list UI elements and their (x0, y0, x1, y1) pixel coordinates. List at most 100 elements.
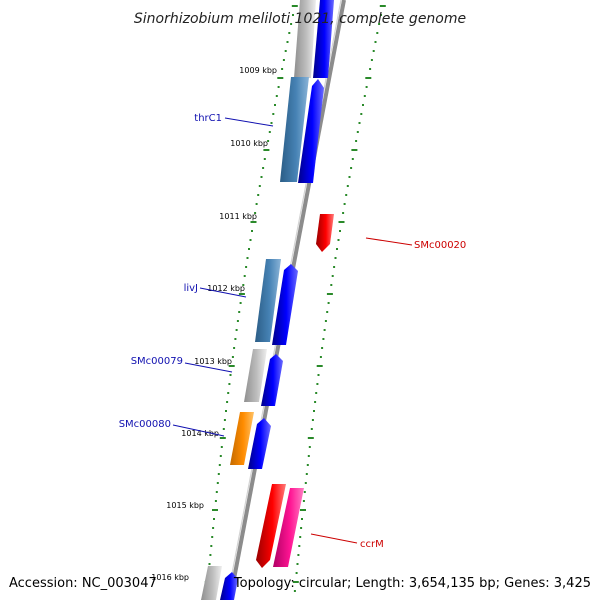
minor-tick (284, 50, 287, 52)
minor-tick (305, 473, 308, 475)
minor-tick (275, 95, 278, 97)
steelblue-feature-thrC1 (280, 77, 309, 182)
minor-tick (251, 230, 253, 232)
minor-tick (315, 392, 318, 394)
major-tick (263, 149, 270, 151)
minor-tick (239, 302, 242, 304)
minor-tick (222, 428, 225, 430)
major-tick (338, 221, 345, 223)
minor-tick (233, 347, 236, 349)
minor-tick (270, 122, 273, 124)
minor-tick (350, 167, 353, 169)
genome-summary-text: Topology: circular; Length: 3,654,135 bp… (233, 576, 591, 591)
minor-tick (370, 59, 373, 61)
minor-tick (236, 320, 239, 322)
leader-line-SMc00079 (184, 362, 233, 373)
gene-label-SMc00079[interactable]: SMc00079 (131, 356, 183, 367)
gene-label-thrC1[interactable]: thrC1 (194, 113, 222, 124)
minor-tick (227, 392, 230, 394)
minor-tick (314, 401, 317, 403)
minor-tick (378, 23, 381, 25)
orange-feature-SMc00080 (230, 412, 254, 465)
major-tick (212, 509, 218, 511)
steelblue-feature-livJ (255, 259, 281, 342)
minor-tick (267, 140, 270, 142)
gray-feature-bottom (201, 566, 222, 600)
scale-tick-label: 1011 kbp (219, 212, 257, 221)
minor-tick (356, 131, 359, 133)
major-tick (277, 77, 284, 79)
reverse-cds-SMc00020 (316, 214, 334, 252)
major-tick (238, 293, 245, 295)
minor-tick (300, 527, 303, 529)
minor-tick (324, 320, 327, 322)
gene-label-livJ[interactable]: livJ (184, 283, 198, 294)
minor-tick (208, 563, 211, 565)
scale-tick-label: 1014 kbp (181, 429, 219, 438)
accession-text: Accession: NC_003047 (9, 576, 157, 591)
minor-tick (282, 59, 285, 61)
minor-tick (235, 329, 238, 331)
minor-tick (258, 185, 261, 187)
major-tick (219, 437, 226, 439)
minor-tick (330, 284, 333, 286)
minor-tick (348, 176, 351, 178)
forward-cds-SMc00080 (248, 418, 271, 469)
minor-tick (342, 212, 345, 214)
minor-tick (229, 374, 232, 376)
minor-tick (360, 113, 363, 115)
leader-line-livJ (199, 287, 247, 298)
minor-tick (380, 14, 382, 16)
outer-tick-track (292, 5, 386, 592)
minor-tick (226, 401, 229, 403)
minor-tick (319, 356, 322, 358)
minor-tick (374, 41, 377, 43)
minor-tick (210, 545, 213, 547)
minor-tick (292, 14, 294, 16)
minor-tick (217, 473, 220, 475)
gene-label-SMc00080[interactable]: SMc00080 (119, 419, 171, 430)
minor-tick (213, 518, 215, 520)
minor-tick (268, 131, 271, 133)
minor-tick (272, 113, 275, 115)
gray-feature-top (294, 0, 316, 78)
gene-label-SMc00020[interactable]: SMc00020 (414, 240, 466, 251)
minor-tick (223, 419, 226, 421)
minor-tick (372, 50, 375, 52)
minor-tick (255, 203, 258, 205)
minor-tick (311, 419, 314, 421)
minor-tick (358, 122, 361, 124)
minor-tick (376, 32, 379, 34)
major-tick (307, 437, 314, 439)
minor-tick (337, 239, 340, 241)
minor-tick (302, 500, 305, 502)
forward-cds-top (313, 0, 334, 78)
minor-tick (299, 536, 302, 538)
gray-feature-SMc00079 (244, 349, 267, 402)
major-tick (351, 149, 358, 151)
minor-tick (339, 230, 341, 232)
leader-line-SMc00080 (172, 424, 225, 437)
minor-tick (260, 176, 263, 178)
minor-tick (290, 23, 293, 25)
minor-tick (274, 104, 276, 106)
gene-label-ccrM[interactable]: ccrM (360, 539, 384, 550)
forward-cds-bottom (220, 572, 238, 600)
minor-tick (363, 95, 366, 97)
minor-tick (351, 158, 354, 160)
minor-tick (219, 455, 222, 457)
minor-tick (209, 554, 212, 556)
minor-tick (215, 491, 218, 493)
minor-tick (212, 527, 215, 529)
scale-tick-label: 1015 kbp (166, 501, 204, 510)
minor-tick (242, 284, 245, 286)
minor-tick (306, 464, 309, 466)
map-title: Sinorhizobium meliloti 1021, complete ge… (134, 11, 466, 27)
reverse-cds-ccrM (256, 484, 286, 568)
minor-tick (295, 572, 298, 574)
minor-tick (249, 239, 252, 241)
scale-tick-label: 1009 kbp (239, 66, 277, 75)
leader-line-thrC1 (224, 117, 274, 127)
minor-tick (277, 86, 280, 88)
